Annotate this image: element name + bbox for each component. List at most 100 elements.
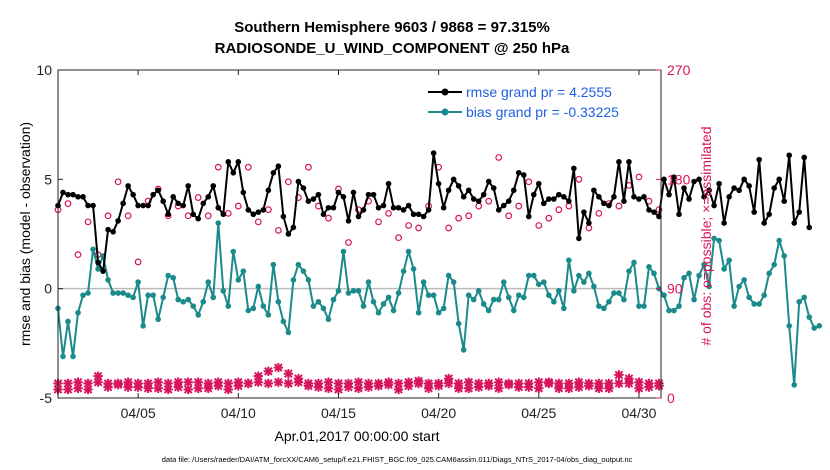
- bias-point: [781, 253, 788, 259]
- bias-point: [515, 292, 522, 299]
- bias-point: [410, 266, 417, 272]
- rmse-point: [520, 172, 527, 178]
- rmse-point: [365, 191, 372, 198]
- assimilated-count-point: [223, 384, 233, 395]
- bias-point: [435, 309, 442, 316]
- assimilated-count-point: [383, 379, 394, 390]
- bias-point: [430, 292, 437, 299]
- bias-point: [561, 305, 567, 312]
- assimilated-count-point: [83, 384, 93, 395]
- assimilated-count-point: [313, 382, 324, 392]
- rmse-point: [260, 207, 267, 213]
- bias-point: [170, 274, 176, 281]
- bias-point: [225, 303, 232, 309]
- rmse-point: [200, 200, 207, 207]
- rmse-point: [551, 196, 557, 202]
- plot-frame: [57, 69, 662, 399]
- rmse-point: [90, 202, 96, 209]
- bias-point: [716, 237, 722, 244]
- assimilated-count-point: [263, 378, 274, 389]
- bias-point: [425, 292, 432, 299]
- bias-point: [651, 270, 657, 277]
- rmse-point: [420, 213, 427, 220]
- bias-point: [140, 323, 146, 329]
- rmse-point: [676, 211, 682, 218]
- bias-point: [135, 279, 141, 285]
- x-tick-label: 04/10: [221, 405, 256, 421]
- assimilated-count-point: [323, 377, 334, 387]
- bias-point: [586, 270, 592, 277]
- bias-point: [300, 268, 307, 274]
- assimilated-count-point: [494, 377, 504, 387]
- rmse-point: [370, 191, 377, 198]
- rmse-point: [95, 259, 101, 266]
- rmse-point: [205, 194, 212, 200]
- assimilated-count-point: [443, 378, 454, 389]
- possible-count-point: [385, 209, 392, 217]
- bias-point: [190, 303, 197, 309]
- possible-count-point: [64, 200, 72, 208]
- assimilated-count-point: [363, 382, 374, 392]
- rmse-point: [591, 187, 597, 194]
- rmse-point: [355, 213, 362, 220]
- possible-count-point: [104, 212, 112, 220]
- possible-count-point: [84, 218, 92, 226]
- x-axis-label: Apr.01,2017 00:00:00 start: [274, 428, 439, 444]
- rmse-point: [646, 207, 652, 213]
- assimilated-count-point: [433, 381, 444, 391]
- assimilated-count-point: [173, 382, 183, 392]
- bias-point: [85, 290, 91, 296]
- assimilated-count-point: [634, 383, 644, 393]
- bias-point: [761, 292, 767, 299]
- bias-point: [350, 288, 357, 294]
- bias-point: [150, 292, 156, 299]
- rmse-point: [771, 185, 777, 191]
- possible-count-point: [274, 226, 282, 234]
- rmse-point: [596, 194, 602, 200]
- bias-point: [275, 298, 282, 305]
- assimilated-count-point: [624, 373, 634, 384]
- rmse-point: [270, 169, 277, 176]
- rmse-point: [130, 191, 136, 198]
- bias-point: [541, 279, 547, 285]
- bias-point: [706, 283, 712, 290]
- bias-point: [786, 323, 793, 329]
- assimilated-count-point: [83, 378, 93, 389]
- bias-point: [576, 272, 582, 279]
- possible-count-point: [134, 258, 142, 266]
- chart-title-line2: RADIOSONDE_U_WIND_COMPONENT @ 250 hPa: [215, 40, 570, 57]
- assimilated-count-point: [233, 381, 243, 391]
- bias-point: [551, 298, 557, 305]
- bias-point: [380, 301, 387, 307]
- bias-point: [385, 294, 392, 301]
- y-tick-label-right: 90: [667, 281, 683, 297]
- bias-point: [776, 237, 782, 244]
- assimilated-count-point: [143, 383, 153, 393]
- x-tick-label: 04/30: [621, 405, 656, 421]
- bias-point: [230, 248, 237, 255]
- x-tick-label: 04/05: [121, 405, 156, 421]
- possible-count-point: [635, 173, 643, 181]
- bias-point: [771, 261, 777, 268]
- assimilated-count-point: [183, 384, 193, 395]
- rmse-point: [310, 196, 317, 202]
- possible-count-point: [525, 178, 533, 186]
- possible-count-point: [405, 222, 412, 229]
- possible-count-point: [445, 224, 453, 232]
- rmse-point: [65, 191, 71, 198]
- assimilated-count-point: [453, 383, 464, 393]
- bias-point: [270, 261, 277, 268]
- bias-point: [475, 288, 482, 294]
- rmse-point: [546, 196, 552, 202]
- footer-data-file: data file: /Users/raeder/DAI/ATM_forcXX/…: [162, 455, 633, 464]
- bias-point: [596, 303, 602, 309]
- rmse-point: [515, 169, 522, 176]
- bias-point: [500, 279, 507, 285]
- bias-point: [115, 290, 121, 296]
- bias-point: [791, 382, 798, 388]
- bias-point: [525, 272, 532, 279]
- assimilated-count-point: [193, 377, 203, 387]
- rmse-point: [681, 185, 687, 191]
- rmse-point: [400, 207, 407, 213]
- rmse-point: [761, 220, 767, 226]
